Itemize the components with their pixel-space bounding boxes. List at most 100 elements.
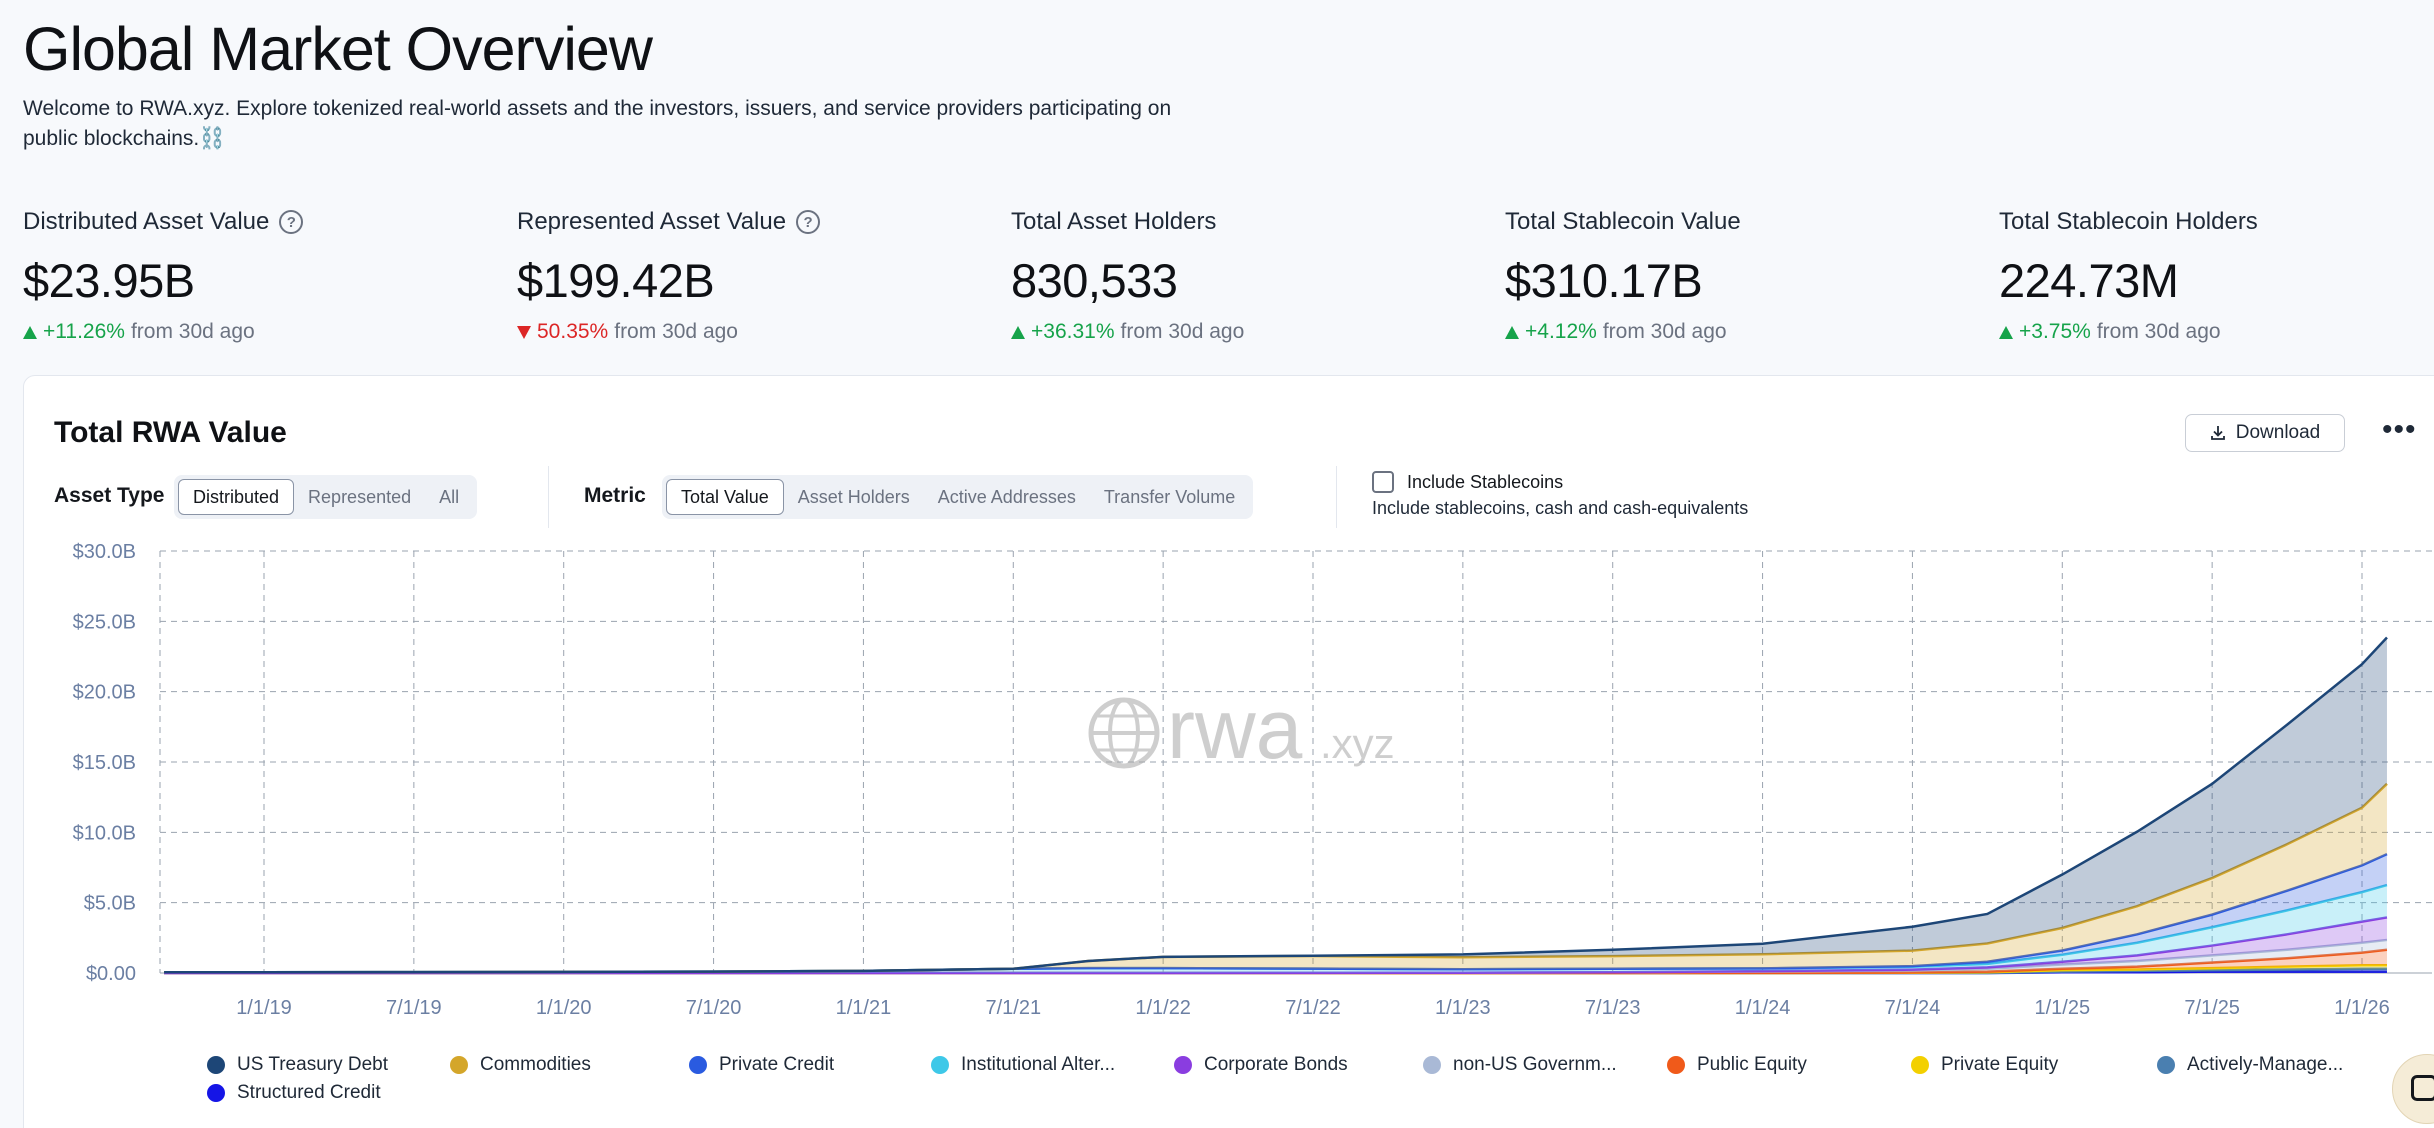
stat-change-suffix: from 30d ago xyxy=(1120,320,1245,343)
legend-item[interactable]: non-US Governm... xyxy=(1423,1054,1617,1076)
stat-card: Distributed Asset Value? $23.95B +11.26% fr… xyxy=(23,205,503,344)
y-tick-label: $20.0B xyxy=(73,682,136,704)
help-icon[interactable]: ? xyxy=(279,210,304,234)
legend-item[interactable]: Commodities xyxy=(450,1054,591,1076)
download-button[interactable]: Download xyxy=(2185,414,2345,452)
x-tick-label: 1/1/25 xyxy=(2034,997,2090,1019)
chat-icon xyxy=(2411,1075,2434,1101)
more-options-button[interactable]: ••• xyxy=(2382,413,2417,446)
metric-option-transfer-volume[interactable]: Transfer Volume xyxy=(1103,486,1236,507)
x-tick-label: 1/1/19 xyxy=(236,997,292,1019)
metric-option-active-addresses[interactable]: Active Addresses xyxy=(937,486,1076,507)
stat-card: Total Asset Holders 830,533 +36.31% from 30… xyxy=(1011,205,1491,344)
legend-label: Public Equity xyxy=(1697,1054,1807,1075)
stat-change-suffix: from 30d ago xyxy=(2096,320,2221,343)
legend-label: Actively-Manage... xyxy=(2187,1054,2344,1075)
stat-change: +36.31% from 30d ago xyxy=(1011,320,1491,344)
y-tick-label: $10.0B xyxy=(73,822,136,844)
stat-label-text: Total Stablecoin Value xyxy=(1505,208,1741,235)
legend-item[interactable]: Corporate Bonds xyxy=(1174,1054,1348,1076)
stat-value: 830,533 xyxy=(1011,254,1178,307)
asset-type-label: Asset Type xyxy=(54,484,165,507)
x-tick-label: 1/1/21 xyxy=(836,997,892,1019)
stat-label-text: Distributed Asset Value xyxy=(23,208,270,235)
watermark-main: rwa xyxy=(1167,682,1303,776)
x-tick-label: 7/1/20 xyxy=(686,997,742,1019)
include-stablecoins-label: Include Stablecoins xyxy=(1407,472,1564,492)
legend-item[interactable]: Private Equity xyxy=(1911,1054,2058,1076)
stat-change: +3.75% from 30d ago xyxy=(1999,320,2434,344)
stat-change: 50.35% from 30d ago xyxy=(517,320,997,344)
stat-change-percent: +11.26% xyxy=(43,320,125,343)
stat-label: Distributed Asset Value? xyxy=(23,205,503,239)
x-tick-label: 7/1/23 xyxy=(1585,997,1641,1019)
metric-label: Metric xyxy=(584,484,646,507)
page-intro: Welcome to RWA.xyz. Explore tokenized re… xyxy=(23,97,1172,150)
stat-value: $199.42B xyxy=(517,254,715,307)
stat-card: Represented Asset Value? $199.42B 50.35% fr… xyxy=(517,205,997,344)
legend-item[interactable]: Actively-Manage... xyxy=(2157,1054,2343,1076)
legend-item[interactable]: Private Credit xyxy=(689,1054,834,1076)
stats-row: Distributed Asset Value? $23.95B +11.26% fr… xyxy=(23,205,2434,345)
x-tick-label: 1/1/24 xyxy=(1735,997,1791,1019)
legend-label: Structured Credit xyxy=(237,1082,381,1103)
arrow-up-icon xyxy=(23,325,37,339)
legend-label: Private Credit xyxy=(719,1054,835,1075)
asset-type-option-distributed[interactable]: Distributed xyxy=(178,479,295,515)
download-label: Download xyxy=(2235,422,2321,443)
x-tick-label: 1/1/23 xyxy=(1435,997,1491,1019)
legend-label: Private Equity xyxy=(1941,1054,2059,1075)
legend-swatch xyxy=(1174,1056,1192,1074)
stat-label-text: Total Asset Holders xyxy=(1011,208,1217,235)
stat-value: $310.17B xyxy=(1505,254,1703,307)
stat-change: +4.12% from 30d ago xyxy=(1505,320,1985,344)
metric-option-total-value[interactable]: Total Value xyxy=(666,479,784,515)
include-stablecoins-description: Include stablecoins, cash and cash-equiv… xyxy=(1372,498,1749,518)
stat-card: Total Stablecoin Holders 224.73M +3.75% fro… xyxy=(1999,205,2434,344)
rwa-value-chart: rwa .xyz $0.00 $5.0B $10.0B $15.0B $20.0B $25… xyxy=(73,541,2432,1019)
metric-option-asset-holders[interactable]: Asset Holders xyxy=(797,486,910,507)
legend-label: Commodities xyxy=(480,1054,591,1075)
arrow-down-icon xyxy=(517,325,531,339)
legend-item[interactable]: Structured Credit xyxy=(207,1082,381,1104)
stat-change-suffix: from 30d ago xyxy=(1602,320,1727,343)
asset-type-selector: Distributed Represented All xyxy=(174,475,478,519)
y-tick-label: $5.0B xyxy=(84,893,136,915)
legend-item[interactable]: Institutional Alter... xyxy=(931,1054,1115,1076)
stat-change-percent: +3.75% xyxy=(2019,320,2091,343)
controls-divider xyxy=(548,466,549,528)
stat-label-text: Total Stablecoin Holders xyxy=(1999,208,2258,235)
legend-label: Corporate Bonds xyxy=(1204,1054,1348,1075)
include-stablecoins-checkbox[interactable] xyxy=(1372,471,1394,493)
x-axis-ticks: 1/1/19 7/1/19 1/1/20 7/1/20 1/1/21 7/1/21 1/1/… xyxy=(236,997,2390,1019)
legend-item[interactable]: US Treasury Debt xyxy=(207,1054,388,1076)
x-tick-label: 1/1/20 xyxy=(536,997,592,1019)
legend-swatch xyxy=(1667,1056,1685,1074)
total-rwa-value-card: Total RWA Value Download ••• Asset Type … xyxy=(23,375,2434,1128)
asset-type-option-represented[interactable]: Represented xyxy=(308,486,412,507)
stat-label: Total Asset Holders xyxy=(1011,205,1491,239)
x-tick-label: 7/1/21 xyxy=(985,997,1041,1019)
legend-swatch xyxy=(1911,1056,1929,1074)
legend-swatch xyxy=(931,1056,949,1074)
page-title: Global Market Overview xyxy=(23,15,653,83)
legend-item[interactable]: Public Equity xyxy=(1667,1054,1807,1076)
stat-change-percent: 50.35% xyxy=(537,320,609,343)
series-line-us-treasury-debt xyxy=(164,636,2388,974)
legend-swatch xyxy=(450,1056,468,1074)
x-tick-label: 7/1/24 xyxy=(1885,997,1941,1019)
stat-change-percent: +36.31% xyxy=(1031,320,1115,343)
legend-label: non-US Governm... xyxy=(1453,1054,1617,1075)
y-tick-label: $0.00 xyxy=(86,963,136,985)
legend-label: US Treasury Debt xyxy=(237,1054,388,1075)
stat-label-text: Represented Asset Value xyxy=(517,208,787,235)
help-icon[interactable]: ? xyxy=(796,210,821,234)
stat-change-suffix: from 30d ago xyxy=(614,320,738,343)
arrow-up-icon xyxy=(1011,325,1025,339)
x-tick-label: 7/1/25 xyxy=(2184,997,2240,1019)
legend-label: Institutional Alter... xyxy=(961,1054,1116,1075)
legend-swatch xyxy=(1423,1056,1441,1074)
stat-change-suffix: from 30d ago xyxy=(130,320,255,343)
y-tick-label: $15.0B xyxy=(73,752,136,774)
asset-type-option-all[interactable]: All xyxy=(439,486,460,507)
